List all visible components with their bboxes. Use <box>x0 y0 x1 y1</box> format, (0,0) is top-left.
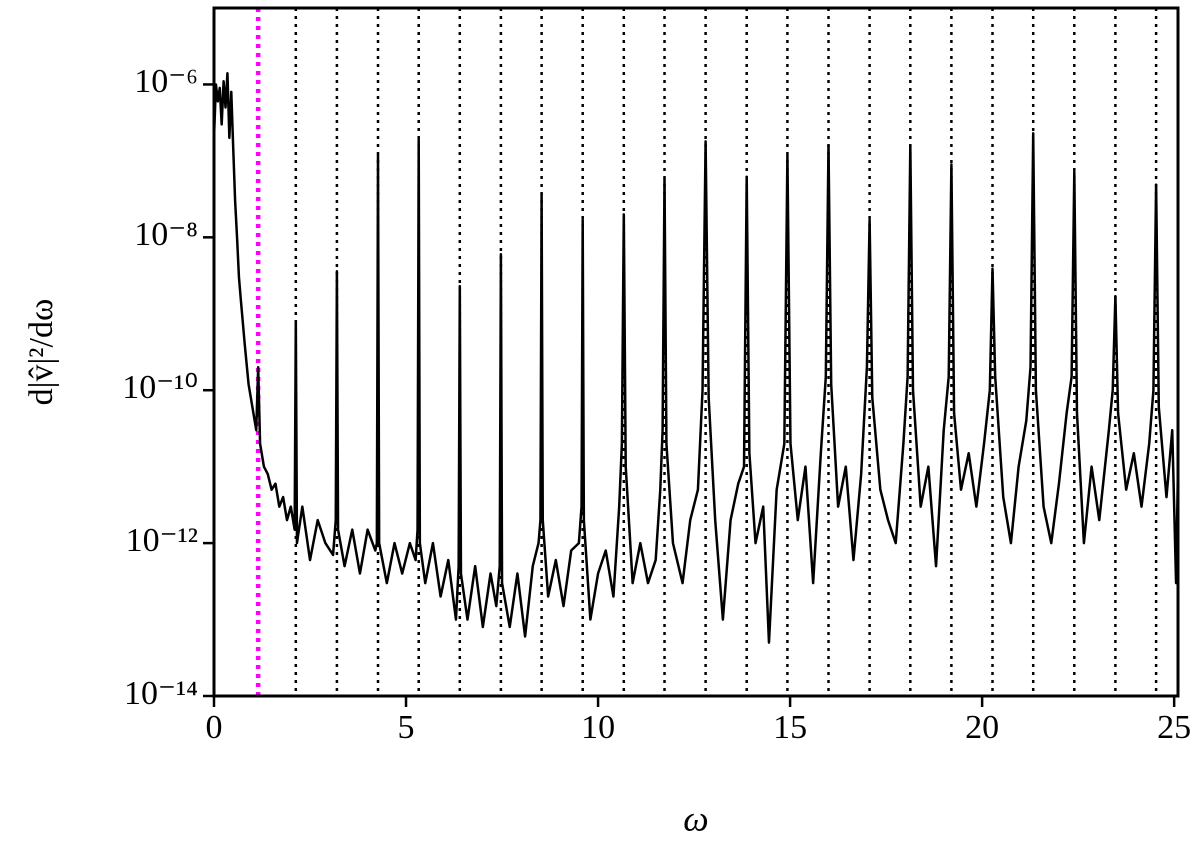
y-axis-label: d|v̂|²/dω <box>23 299 60 406</box>
axes: 0 5 10 15 20 25 10⁻¹⁴ 10⁻¹² 10⁻¹⁰ 10⁻⁸ 10⁻⁶ <box>122 63 1191 746</box>
x-tick-label: 5 <box>398 709 415 746</box>
y-tick-label: 10⁻¹² <box>126 522 198 559</box>
axes-frame <box>212 6 1180 698</box>
y-tick-label: 10⁻⁸ <box>134 216 198 253</box>
x-tick-label: 25 <box>1157 709 1191 746</box>
x-tick-label: 0 <box>206 709 223 746</box>
y-tick-label: 10⁻¹⁰ <box>122 369 198 406</box>
x-tick-label: 20 <box>965 709 999 746</box>
y-tick-label: 10⁻¹⁴ <box>124 675 198 712</box>
plot-area <box>214 72 1178 644</box>
x-tick-label: 15 <box>773 709 807 746</box>
y-tick-label: 10⁻⁶ <box>134 63 198 100</box>
x-tick-label: 10 <box>581 709 615 746</box>
x-axis-label: ω <box>683 798 708 837</box>
spectrum-line <box>214 72 1178 644</box>
